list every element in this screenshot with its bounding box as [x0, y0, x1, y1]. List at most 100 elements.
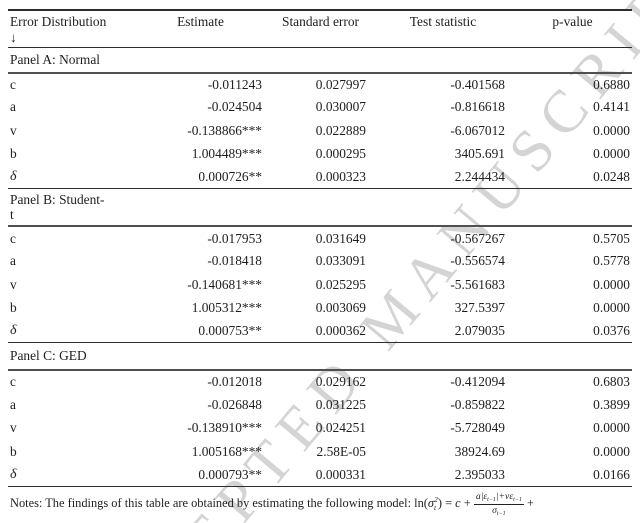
std-error-cell: 0.000362 — [268, 319, 373, 344]
formula-close-plus: ) + — [50, 521, 67, 523]
formula-c: c — [455, 495, 461, 510]
test-stat-cell: -0.556574 — [450, 253, 505, 269]
column-header-error-distribution-label: Error Distribution — [10, 14, 107, 29]
estimate-cell: -0.140681*** — [187, 276, 262, 292]
p-value-cell: 0.3899 — [593, 396, 630, 412]
formula-ln2: ln( — [16, 521, 33, 523]
estimate-cell: 1.005312*** — [191, 300, 262, 316]
p-value-cell: 0.0376 — [513, 319, 632, 344]
std-error-cell: 0.031225 — [315, 396, 366, 412]
test-stat-cell: -0.567267 — [450, 230, 505, 246]
std-error-cell: 0.025295 — [315, 276, 366, 292]
panel-b-title-line1: Panel B: Student- — [10, 192, 105, 208]
std-error-cell: 0.000331 — [268, 463, 373, 487]
table-row: v -0.140681*** 0.025295 -5.561683 0.0000 — [8, 273, 632, 296]
row-label: c — [10, 230, 16, 246]
estimate-cell: 0.000793** — [133, 463, 268, 487]
row-label: a — [10, 253, 16, 269]
table-row: v -0.138866*** 0.022889 -6.067012 0.0000 — [8, 119, 632, 142]
estimate-cell: -0.018418 — [207, 253, 262, 269]
std-error-cell: 0.003069 — [315, 300, 366, 316]
table-row: a -0.026848 0.031225 -0.859822 0.3899 — [8, 393, 632, 416]
p-value-cell: 0.0000 — [593, 276, 630, 292]
row-label: a — [10, 99, 16, 115]
p-value-cell: 0.4141 — [593, 99, 630, 115]
std-error-cell: 0.029162 — [315, 374, 366, 390]
notes-line-1: Notes: The findings of this table are ob… — [10, 491, 632, 517]
test-stat-cell: -0.816618 — [450, 99, 505, 115]
table-row: δ 0.000793** 0.000331 2.395033 0.0166 — [8, 463, 632, 487]
formula-fraction: a|εt−1|+vεt−1 σt−1 — [473, 490, 524, 517]
row-label: b — [10, 146, 17, 162]
table-row: v -0.138910*** 0.024251 -5.728049 0.0000 — [8, 417, 632, 440]
row-label: v — [10, 276, 17, 292]
formula-plus2: + — [523, 495, 534, 510]
table-row: b 1.005168*** 2.58E-05 38924.69 0.0000 — [8, 440, 632, 463]
test-stat-cell: 2.244434 — [373, 165, 513, 190]
notes-line-2: b ln(σ2t−1) + δOVXt−1. *** and ** denote… — [10, 520, 632, 523]
std-error-cell: 0.022889 — [315, 122, 366, 138]
panel-b-title-line2: t — [10, 207, 14, 223]
estimate-cell: 1.005168*** — [191, 443, 262, 459]
estimate-cell: -0.138866*** — [187, 122, 262, 138]
row-label: δ — [8, 319, 133, 344]
test-stat-cell: -0.412094 — [450, 374, 505, 390]
std-error-cell: 0.030007 — [315, 99, 366, 115]
table-header-row: Error Distribution ↓ Estimate Standard e… — [8, 10, 632, 48]
table-row: δ 0.000726** 0.000323 2.244434 0.0248 — [8, 165, 632, 190]
formula-sigma2-supsub: 2t−1 — [39, 521, 50, 523]
std-error-cell: 0.024251 — [315, 420, 366, 436]
p-value-cell: 0.0000 — [593, 122, 630, 138]
panel-a-title-row: Panel A: Normal — [8, 47, 632, 74]
test-stat-cell: -5.561683 — [450, 276, 505, 292]
p-value-cell: 0.5778 — [593, 253, 630, 269]
test-stat-cell: -0.859822 — [450, 396, 505, 412]
panel-c-title: Panel C: GED — [8, 342, 632, 371]
table-row: δ 0.000753** 0.000362 2.079035 0.0376 — [8, 319, 632, 344]
p-value-cell: 0.6803 — [593, 374, 630, 390]
formula-ovx: OVX — [73, 521, 100, 523]
row-label: b — [10, 300, 17, 316]
test-stat-cell: 327.5397 — [454, 300, 505, 316]
std-error-cell: 2.58E-05 — [316, 443, 366, 459]
panel-b-title-row: Panel B: Student- t — [8, 188, 632, 228]
row-label: δ — [8, 165, 133, 190]
notes-significance-text: . *** and ** denote significance at 1% a… — [111, 521, 441, 523]
table-row: c -0.012018 0.029162 -0.412094 0.6803 — [8, 370, 632, 393]
table-row: b 1.004489*** 0.000295 3405.691 0.0000 — [8, 142, 632, 165]
notes-prefix: Notes: The findings of this table are ob… — [10, 495, 415, 510]
table-row: a -0.024504 0.030007 -0.816618 0.4141 — [8, 96, 632, 119]
p-value-cell: 0.0000 — [593, 146, 630, 162]
p-value-cell: 0.6880 — [593, 76, 630, 92]
column-header-standard-error: Standard error — [268, 10, 373, 48]
panel-c-title-row: Panel C: GED — [8, 342, 632, 371]
row-label: c — [10, 76, 16, 92]
table-row: c -0.011243 0.027997 -0.401568 0.6880 — [8, 73, 632, 96]
row-label: v — [10, 122, 17, 138]
p-value-cell: 0.5705 — [593, 230, 630, 246]
estimate-cell: -0.138910*** — [187, 420, 262, 436]
std-error-cell: 0.031649 — [315, 230, 366, 246]
column-header-test-statistic: Test statistic — [373, 10, 513, 48]
table-row: a -0.018418 0.033091 -0.556574 0.5778 — [8, 250, 632, 273]
estimate-cell: 1.004489*** — [191, 146, 262, 162]
test-stat-cell: 2.079035 — [373, 319, 513, 344]
std-error-cell: 0.033091 — [315, 253, 366, 269]
std-error-cell: 0.000323 — [268, 165, 373, 190]
p-value-cell: 0.0000 — [593, 420, 630, 436]
estimate-cell: -0.026848 — [207, 396, 262, 412]
column-header-error-distribution: Error Distribution ↓ — [8, 10, 133, 48]
test-stat-cell: -0.401568 — [450, 76, 505, 92]
std-error-cell: 0.027997 — [315, 76, 366, 92]
results-table: Error Distribution ↓ Estimate Standard e… — [8, 9, 632, 487]
formula-plus1: + — [460, 495, 474, 510]
table-row: c -0.017953 0.031649 -0.567267 0.5705 — [8, 226, 632, 249]
estimate-cell: -0.017953 — [207, 230, 262, 246]
formula-delta: δ — [68, 521, 74, 523]
formula-ln: ln( — [414, 495, 428, 510]
column-header-p-value: p-value — [513, 10, 632, 48]
row-label: a — [10, 396, 16, 412]
formula-sigma: σ — [427, 495, 435, 510]
